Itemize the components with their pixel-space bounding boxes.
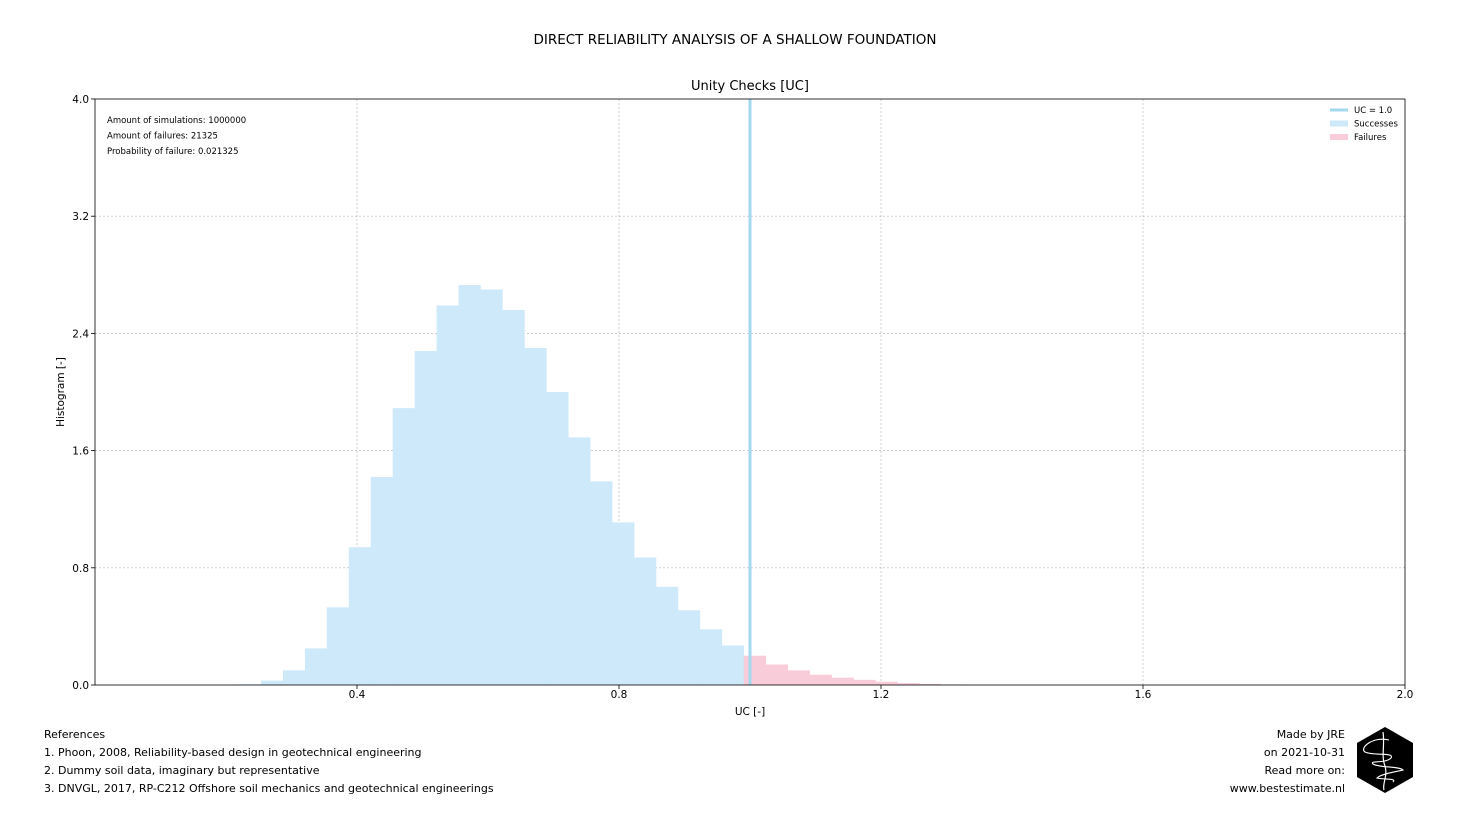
failure-bar [875,681,898,685]
success-bar [677,610,701,685]
success-bar [699,629,723,685]
success-bar [480,289,503,685]
legend-label: Successes [1354,120,1398,130]
success-bar [502,309,525,685]
legend: UC = 1.0 Successes Failures [1330,106,1398,143]
success-bar [721,645,745,685]
y-tick-label: 1.6 [72,446,89,458]
success-bar [656,586,679,685]
credit-read-more: Read more on: [1264,764,1345,777]
credit-website: www.bestestimate.nl [1229,782,1345,795]
y-tick-label: 3.2 [72,211,89,223]
success-bar [326,607,350,685]
stats-annotation: Amount of failures: 21325 [107,132,218,142]
x-tick-label: 1.6 [1135,689,1152,701]
stats-annotation: Amount of simulations: 1000000 [107,116,246,126]
axis-ticks: 0.4 0.8 1.2 1.6 2.0 0.0 0.8 1.6 2.4 3.2 4.0 [72,94,1413,701]
references-block: References 1. Phoon, 2008, Reliability-b… [44,726,494,798]
histogram-chart: 0.4 0.8 1.2 1.6 2.0 0.0 0.8 1.6 2.4 3.2 4.0 Unity … [55,79,1413,718]
success-bar [546,392,569,685]
legend-patch-swatch [1330,120,1348,127]
success-bar [370,476,393,685]
stats-annotation: Probability of failure: 0.021325 [107,147,239,157]
success-bar [524,348,547,685]
reference-item: 1. Phoon, 2008, Reliability-based design… [44,746,422,759]
y-tick-label: 2.4 [72,328,89,340]
y-tick-label: 0.8 [72,563,89,575]
plot-frame [94,98,1406,686]
success-bar [261,680,284,685]
failure-bar [831,677,854,685]
reference-item: 2. Dummy soil data, imaginary but repres… [44,764,320,777]
x-axis-label: UC [-] [735,706,765,718]
y-tick-label: 0.0 [72,680,89,692]
legend-label: Failures [1354,133,1387,143]
failure-bar [787,670,810,685]
success-bar [304,648,328,685]
success-bar [436,305,459,685]
x-tick-label: 0.8 [611,689,628,701]
failure-bar [809,674,832,685]
x-tick-label: 2.0 [1397,689,1414,701]
success-bar [348,547,372,685]
success-bar [590,481,613,685]
legend-label: UC = 1.0 [1354,106,1392,116]
success-bar [612,522,635,685]
legend-patch-swatch [1330,134,1348,140]
stats-annotations: Amount of simulations: 1000000 Amount of … [107,116,246,157]
success-bar [634,557,657,685]
y-axis-label: Histogram [-] [55,357,67,427]
y-tick-label: 4.0 [72,94,89,106]
failure-bar [919,683,942,685]
success-bar [568,437,591,685]
references-heading: References [44,728,106,741]
x-tick-label: 0.4 [349,689,366,701]
figure-suptitle: DIRECT RELIABILITY ANALYSIS OF A SHALLOW… [533,32,937,48]
success-bar [392,408,415,685]
success-bar [282,670,306,685]
credit-date: on 2021-10-31 [1263,746,1345,759]
credit-author: Made by JRE [1276,728,1345,741]
failure-bar [765,664,788,685]
reference-item: 3. DNVGL, 2017, RP-C212 Offshore soil me… [44,782,494,795]
failure-bar [897,683,920,685]
failure-bar [853,679,876,685]
chart-title: Unity Checks [UC] [691,79,809,94]
success-bar [458,285,481,685]
x-tick-label: 1.2 [873,689,890,701]
credits-block: Made by JRE on 2021-10-31 Read more on: … [1230,726,1345,798]
histogram-bars [239,285,964,685]
failure-bar [743,655,767,685]
hexagon-signature-logo-icon [1357,727,1413,793]
success-bar [414,350,437,685]
